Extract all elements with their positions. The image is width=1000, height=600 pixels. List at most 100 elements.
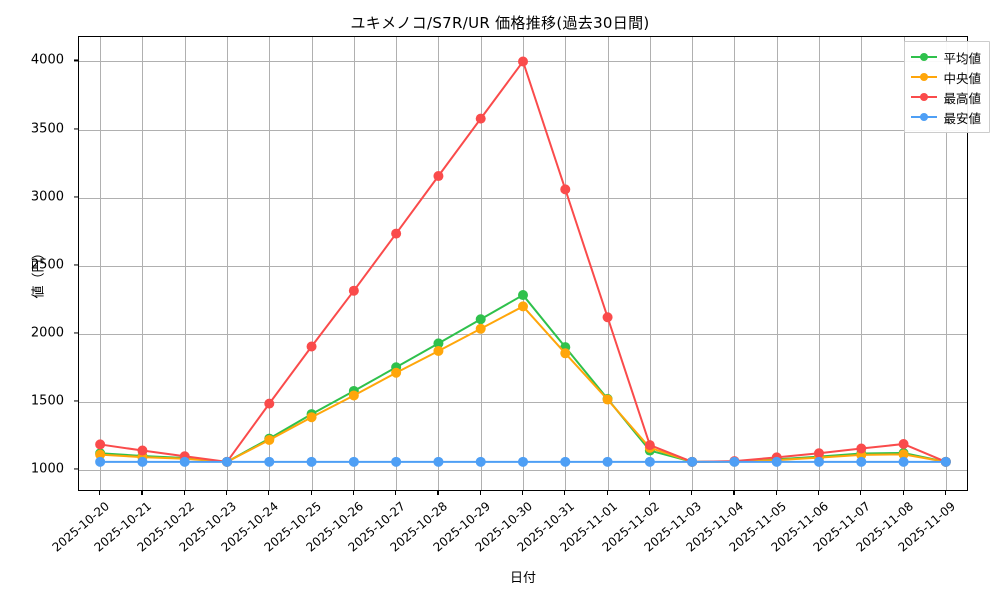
y-tick-label: 1000 (30, 461, 64, 477)
data-point (179, 456, 190, 467)
y-tick-label: 3000 (30, 189, 64, 205)
data-point (433, 345, 444, 356)
gridline-vertical (734, 37, 736, 490)
data-point (602, 312, 613, 323)
legend-label: 最安値 (943, 110, 981, 126)
y-tick-mark (74, 127, 78, 130)
data-point (264, 398, 275, 409)
x-tick-mark (522, 491, 524, 495)
gridline-vertical (184, 37, 186, 490)
legend-item-2[interactable]: 最高値 (911, 87, 981, 107)
data-point (518, 456, 528, 467)
gridline-vertical (100, 37, 102, 490)
data-point (264, 456, 275, 467)
gridline-vertical (819, 37, 820, 490)
y-tick-mark (74, 59, 78, 62)
data-point (940, 456, 951, 467)
legend-swatch-icon (911, 51, 938, 63)
legend-swatch-icon (911, 71, 938, 83)
data-point (95, 456, 106, 467)
data-point (560, 348, 571, 359)
y-tick-mark (74, 332, 78, 334)
data-point (518, 290, 528, 301)
x-tick-mark (479, 491, 481, 495)
x-tick-mark (99, 491, 101, 495)
data-point (602, 456, 613, 467)
data-point (137, 445, 148, 456)
y-axis: 1000 1500 2000 2500 3000 3500 4000 (0, 36, 78, 491)
series-line (99, 294, 947, 463)
plot-area (78, 36, 968, 491)
series-line (99, 305, 947, 463)
gridline-vertical (142, 37, 144, 490)
legend-swatch-icon (911, 91, 938, 103)
data-point (856, 456, 867, 467)
y-tick-mark (74, 468, 78, 470)
x-tick-mark (733, 491, 735, 495)
series-line (99, 60, 947, 463)
legend-item-1[interactable]: 中央値 (911, 67, 981, 87)
y-tick-label: 3500 (30, 121, 64, 136)
data-point (644, 456, 655, 467)
data-point (433, 456, 444, 467)
gridline-vertical (438, 37, 440, 490)
x-tick-mark (944, 491, 946, 495)
data-point (687, 456, 698, 467)
x-tick-mark (606, 491, 608, 495)
page-title: ユキメノコ/S7R/UR 価格推移(過去30日間) (350, 14, 650, 32)
x-tick-mark (775, 491, 777, 495)
data-point (306, 412, 317, 423)
x-tick-mark (395, 491, 397, 495)
data-point (391, 367, 402, 378)
gridline-vertical (607, 37, 609, 490)
gridline-vertical (227, 37, 228, 490)
gridline-vertical (353, 37, 355, 490)
gridline-vertical (523, 37, 524, 490)
x-tick-mark (437, 491, 439, 495)
data-point (856, 443, 867, 454)
x-tick-mark (268, 491, 270, 495)
data-point (264, 434, 275, 445)
gridline-vertical (311, 37, 313, 490)
x-tick-mark (352, 491, 354, 495)
y-tick-label: 2500 (30, 257, 64, 273)
gridline-horizontal (79, 469, 967, 471)
data-point (391, 228, 402, 239)
x-tick-mark (226, 491, 228, 495)
gridline-vertical (861, 37, 863, 490)
legend-swatch-icon (911, 111, 938, 123)
data-point (560, 184, 571, 195)
y-tick-label: 1500 (30, 393, 64, 409)
data-point (391, 456, 402, 467)
data-point (898, 439, 909, 450)
gridline-vertical (692, 37, 694, 490)
x-tick-mark (310, 491, 312, 495)
series-layer (95, 56, 951, 467)
data-point (137, 456, 148, 467)
legend-label: 最高値 (943, 90, 981, 106)
gridline-vertical (776, 37, 778, 490)
data-point (306, 341, 317, 352)
data-point (348, 456, 359, 467)
gridline-horizontal (79, 129, 967, 131)
data-point (771, 456, 782, 467)
data-point (814, 448, 824, 459)
data-point (348, 285, 359, 296)
legend-item-3[interactable]: 最安値 (911, 107, 981, 127)
series-0 (95, 290, 951, 467)
legend-label: 中央値 (943, 70, 981, 86)
x-axis-title: 日付 (509, 571, 536, 586)
data-point (433, 171, 444, 182)
data-point (898, 449, 909, 460)
series-2 (95, 56, 951, 467)
x-tick-mark (691, 491, 693, 495)
gridline-vertical (269, 37, 271, 490)
y-tick-mark (74, 263, 78, 266)
gridline-vertical (903, 37, 905, 490)
legend-item-0[interactable]: 平均値 (911, 47, 981, 67)
y-tick-mark (74, 195, 78, 198)
legend-label: 平均値 (943, 50, 981, 66)
x-tick-mark (183, 491, 185, 495)
gridline-horizontal (79, 197, 967, 199)
gridline-vertical (565, 37, 567, 490)
